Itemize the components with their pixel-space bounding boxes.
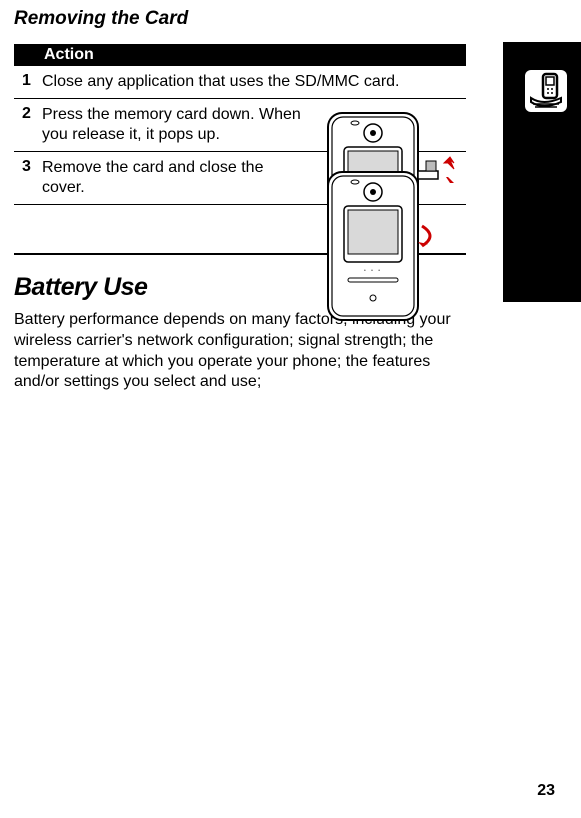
table-row: 1 Close any application that uses the SD… xyxy=(14,66,466,99)
step-text-cell: Remove the card and close the cover. • •… xyxy=(42,152,466,205)
step-text-cell: Close any application that uses the SD/M… xyxy=(42,66,466,99)
table-header-action: Action xyxy=(14,44,466,66)
table-row: 3 Remove the card and close the cover. xyxy=(14,152,466,205)
step-number: 1 xyxy=(14,66,42,99)
side-tab-label: Getting Started xyxy=(503,134,523,314)
step-text: Remove the card and close the cover. xyxy=(42,158,302,198)
step-text-cell: Press the memory card down. When you rel… xyxy=(42,99,466,152)
svg-text:• • •: • • • xyxy=(364,268,382,274)
phone-book-icon xyxy=(521,66,571,121)
step-text: Close any application that uses the SD/M… xyxy=(42,72,462,92)
table-header-row: Action xyxy=(14,44,466,66)
step-text: Press the memory card down. When you rel… xyxy=(42,105,302,145)
step-number: 2 xyxy=(14,99,42,152)
page-content: Removing the Card Action 1 Close any app… xyxy=(0,0,490,393)
action-table: Action 1 Close any application that uses… xyxy=(14,44,466,205)
page-number: 23 xyxy=(537,782,555,800)
step-number: 3 xyxy=(14,152,42,205)
phone-close-cover-illustration: • • • xyxy=(308,164,458,329)
section-title: Removing the Card xyxy=(14,8,466,30)
table-row: 2 Press the memory card down. When you r… xyxy=(14,99,466,152)
